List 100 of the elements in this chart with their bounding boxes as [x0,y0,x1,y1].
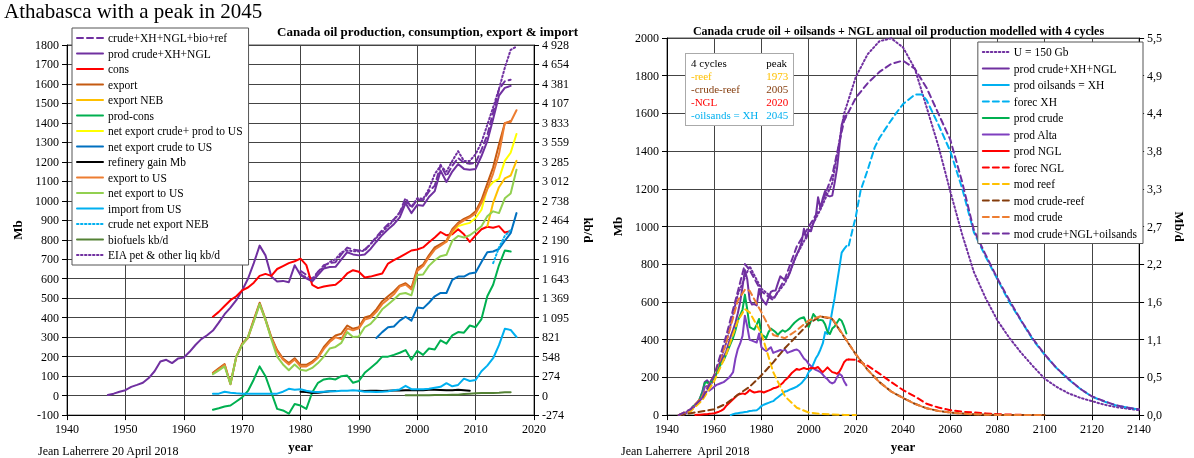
y2-tick-label: 274 [542,369,560,384]
y-tick-label: 1300 [35,135,59,150]
y2-tick-label: 2,7 [1147,219,1163,234]
x-tick-label: 1990 [346,422,371,437]
x-tick-label: 1940 [655,422,679,437]
legend-label: refinery gain Mb [108,156,187,169]
y2-tick-label: 2 464 [542,213,569,228]
legend-label: export [108,78,139,92]
y-tick-label: 0 [653,408,659,423]
y-tick-label: 1800 [35,38,59,52]
y-tick-label: 1100 [35,174,59,189]
legend-label: mod reef [1013,178,1056,190]
y2-tick-label: 4,4 [1147,106,1163,121]
y2-tick-label: 4 654 [542,57,569,72]
x-tick-label: 2080 [985,422,1010,437]
y-tick-label: 1000 [35,193,59,208]
y2-tick-label: 2 190 [542,232,569,247]
y-tick-label: 600 [41,271,59,286]
y-tick-label: 1000 [635,219,659,234]
annotation: 1973 [766,70,789,83]
legend-label: export NEB [108,94,164,107]
y-tick-label: 600 [641,294,659,309]
legend-label: net export crude to US [108,140,213,154]
legend-label: export to US [108,171,167,185]
y-tick-label: 1600 [635,106,659,121]
y2-tick-label: 0,0 [1147,408,1163,423]
x-tick-label: 2060 [938,422,963,437]
text: Jean Laherrere April 2018 [621,444,750,458]
y-tick-label: -100 [37,408,59,423]
legend-label: EIA pet & other liq kb/d [108,249,221,262]
x-tick-label: 1950 [113,422,138,437]
x-tick-label: 2020 [843,422,868,437]
legend-label: prod crude [1013,112,1064,125]
y2-tick-label: 3 285 [542,154,569,169]
legend-label: mod crude+NGL+oilsands [1013,227,1138,240]
legend-label: crude net export NEB [108,218,209,231]
y-tick-label: 800 [41,232,59,247]
y2-tick-label: 3,8 [1147,144,1163,159]
y2-tick-label: 2,2 [1147,257,1163,272]
legend-label: biofuels kb/d [108,233,169,246]
legend-label: mod crude-reef [1013,194,1085,207]
y2-tick-label: 4 928 [542,38,569,52]
y-tick-label: 1700 [35,57,59,72]
y2-tick-label: 821 [542,330,560,345]
y-tick-label: 1400 [35,115,59,130]
y2-tick-label: 0,5 [1147,370,1163,385]
x-tick-label: 2140 [1127,422,1152,437]
x-tick-label: 2000 [796,422,821,437]
x-tick-label: 1970 [230,422,255,437]
y2-tick-label: 1 643 [542,271,569,286]
y2-tick-label: 1,6 [1147,294,1163,309]
y-tick-label: 2000 [635,31,659,45]
y2-tick-label: 1 095 [542,310,569,325]
x-tick-label: 1980 [288,422,313,437]
y2-tick-label: 4,9 [1147,68,1163,83]
x-tick-label: 2100 [1032,422,1057,437]
y2-axis-title: Mb/d [1172,211,1187,243]
annotation: 2005 [766,83,789,96]
annotation: -crude-reef [691,83,741,96]
x-tick-label: 1960 [171,422,196,437]
annotation: -oilsands = XH [691,109,759,122]
legend-label: import from US [108,202,182,216]
x-tick-label: 2020 [522,422,546,437]
y-tick-label: 300 [41,330,59,345]
annotation: -reef [691,70,713,83]
y2-tick-label: 1 369 [542,291,569,306]
x-axis-title: year [288,439,313,454]
legend-label: forec NGL [1013,161,1064,174]
y2-tick-label: 1,1 [1147,332,1163,347]
y-tick-label: 200 [641,370,659,385]
text: Athabasca with a peak in 2045 [4,0,263,23]
x-tick-label: 2010 [463,422,488,437]
legend-label: net export crude+ prod to US [108,125,243,138]
y2-tick-label: 5,5 [1147,31,1163,45]
y-tick-label: 1800 [635,68,659,83]
legend-label: prod NGL [1013,145,1062,158]
legend-label: prod-cons [108,109,155,123]
legend-label: prod crude+XH+NGL [1013,62,1117,76]
y-tick-label: 900 [41,213,59,228]
y-axis-title: Mb [610,216,626,237]
y-tick-label: 1600 [35,76,59,91]
annotation: 4 cycles [691,57,728,70]
legend-label: prod crude+XH+NGL [108,47,211,61]
y2-tick-label: 3 833 [542,115,569,130]
legend-label: net export to US [108,187,184,200]
y2-tick-label: 3 012 [542,174,569,189]
annotation: 2045 [766,109,789,122]
annotation: -NGL [691,96,719,109]
legend-label: prod oilsands = XH [1013,79,1105,92]
y2-axis-title: kb/d [581,217,596,244]
chart-title: Canada oil production, consumption, export & import [277,24,579,39]
y2-tick-label: -274 [542,408,564,423]
y-tick-label: 1400 [635,144,659,159]
y2-tick-label: 2 738 [542,193,569,208]
y2-tick-label: 548 [542,349,560,364]
y-tick-label: 100 [41,369,59,384]
y2-tick-label: 3,3 [1147,181,1163,196]
x-tick-label: 2000 [405,422,430,437]
legend-label: prod Alta [1013,128,1057,142]
chart-title: Canada crude oil + oilsands + NGL annual oil production modelled with 4 cycles [692,24,1105,38]
